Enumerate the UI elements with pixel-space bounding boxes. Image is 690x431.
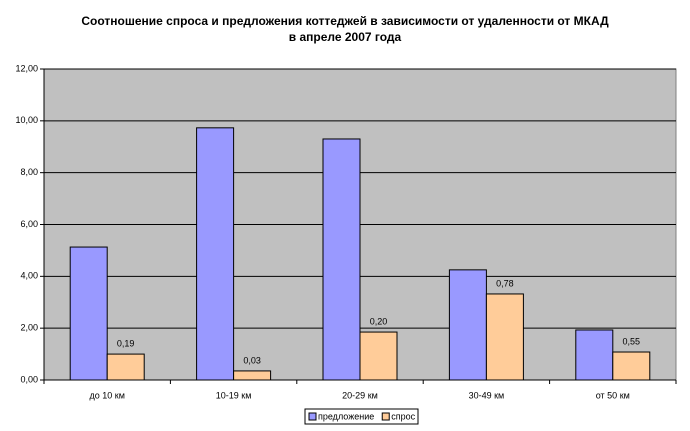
y-tick-label: 0,00 [20,374,38,384]
y-tick-label: 4,00 [20,271,38,281]
y-tick-label: 2,00 [20,323,38,333]
bar [485,293,524,381]
x-tick-label: 10-19 км [216,390,252,400]
legend-swatch [381,412,390,421]
bar [322,138,361,381]
bar [233,370,272,381]
x-tick-label: 20-29 км [342,390,378,400]
x-tick-label: до 10 км [89,390,124,400]
annotation: 0,19 [117,338,135,348]
y-tick-label: 6,00 [20,219,38,229]
annotation: 0,03 [243,355,261,365]
x-tick-label: 30-49 км [469,390,505,400]
legend-swatch [308,412,317,421]
bar [612,351,651,381]
bar [69,246,108,381]
bar [106,353,145,381]
chart-subtitle: в апреле 2007 года [289,30,402,44]
legend-label: спрос [391,411,415,421]
x-tick-label: от 50 км [596,390,630,400]
bar [359,331,398,381]
bar [575,329,614,381]
legend-label: предложение [318,411,374,421]
legend-box [304,408,419,425]
bar [196,127,235,381]
annotation: 0,55 [623,336,641,346]
annotation: 0,78 [496,278,514,288]
chart-title: Соотношение спроса и предложения коттедж… [81,14,609,28]
bar [448,269,487,381]
y-tick-label: 10,00 [15,115,38,125]
annotation: 0,20 [370,316,388,326]
y-tick-label: 12,00 [15,63,38,73]
y-tick-label: 8,00 [20,167,38,177]
